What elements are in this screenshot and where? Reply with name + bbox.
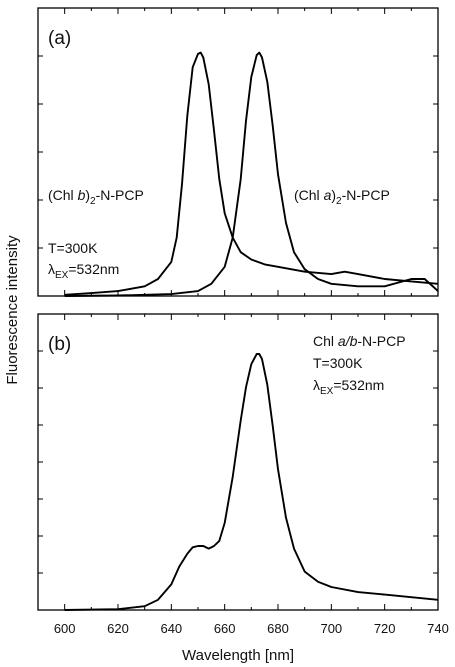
x-tick-label: 600 <box>54 621 76 636</box>
panel-b: 600 620 640 660 680 700 720 740 (b) Chl a/b-N-P… <box>37 313 449 636</box>
panel-a-lines <box>64 51 439 297</box>
series-line-b-1 <box>64 353 439 611</box>
chl-b-series-label: (Chl b)2-N-PCP <box>48 187 144 207</box>
panel-a-excitation: λEX=532nm <box>48 261 119 281</box>
panel-b-lines <box>64 353 439 611</box>
panel-a-frame <box>37 7 439 297</box>
x-tick-label: 720 <box>374 621 396 636</box>
x-tick-label: 740 <box>427 621 449 636</box>
x-tick-label: 620 <box>107 621 129 636</box>
series-line-a-1 <box>64 51 439 296</box>
series-line-a-2 <box>64 51 439 297</box>
panel-b-label: (b) <box>48 334 71 355</box>
chl-ab-series-label: Chl a/b-N-PCP <box>313 333 406 349</box>
panel-b-excitation: λEX=532nm <box>313 377 384 397</box>
panel-b-x-tick-labels: 600 620 640 660 680 700 720 740 <box>54 621 449 636</box>
panel-a-ticks <box>37 8 439 296</box>
panel-b-ticks <box>37 314 439 610</box>
x-tick-label: 700 <box>320 621 342 636</box>
chl-a-series-label: (Chl a)2-N-PCP <box>294 187 390 207</box>
x-axis-label: Wavelength [nm] <box>182 647 294 664</box>
panel-a-label: (a) <box>48 28 71 49</box>
x-tick-label: 680 <box>267 621 289 636</box>
y-axis-label: Fluorescence intensity <box>4 235 21 385</box>
panel-b-temperature: T=300K <box>313 355 363 371</box>
panel-a-temperature: T=300K <box>48 240 98 256</box>
panel-b-frame <box>37 313 439 611</box>
panel-a: (a) (Chl b)2-N-PCP (Chl a)2-N-PCP T=300K… <box>37 7 439 297</box>
x-tick-label: 660 <box>214 621 236 636</box>
x-tick-label: 640 <box>160 621 182 636</box>
